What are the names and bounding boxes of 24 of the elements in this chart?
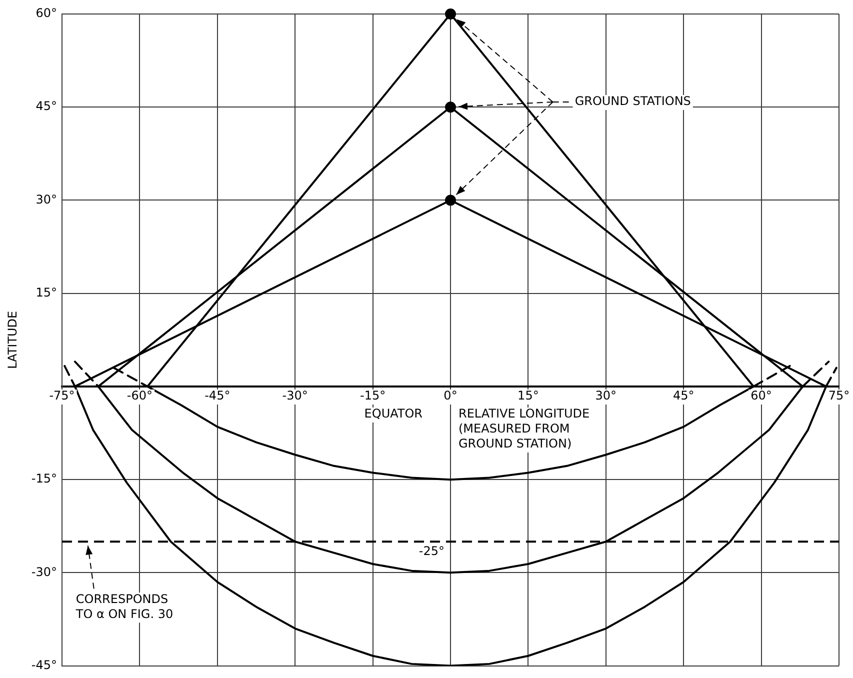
x-tick-label: -15° xyxy=(360,388,386,403)
annotation: EQUATOR xyxy=(364,406,422,421)
x-tick-label: 60° xyxy=(750,388,772,403)
ref-line-label: -25° xyxy=(418,544,444,558)
x-tick-label: 0° xyxy=(444,388,458,403)
x-tick-label: 30° xyxy=(595,388,617,403)
x-tick-label: 15° xyxy=(518,388,539,403)
annotation: GROUND STATIONS xyxy=(574,94,691,108)
y-tick-label: 15° xyxy=(36,285,57,300)
y-tick-label: -45° xyxy=(31,658,57,672)
x-tick-label: -30° xyxy=(282,388,308,403)
x-axis-title: RELATIVE LONGITUDE (MEASURED FROM GROUND STATION) xyxy=(458,406,590,451)
x-tick-label: -45° xyxy=(204,388,230,403)
y-tick-label: -30° xyxy=(31,564,57,579)
x-tick-label: -75° xyxy=(49,388,75,403)
x-tick-label: 45° xyxy=(672,388,694,403)
annotation: CORRESPONDS TO α ON FIG. 30 xyxy=(74,592,174,621)
y-tick-label: -15° xyxy=(31,472,57,486)
x-tick-label: -60° xyxy=(126,388,153,403)
y-axis-title: LATITUDE xyxy=(5,310,20,369)
x-tick-label: 75° xyxy=(828,388,850,403)
y-tick-label: 45° xyxy=(36,99,57,114)
y-tick-label: 60° xyxy=(36,6,57,20)
y-tick-label: 30° xyxy=(36,192,57,206)
